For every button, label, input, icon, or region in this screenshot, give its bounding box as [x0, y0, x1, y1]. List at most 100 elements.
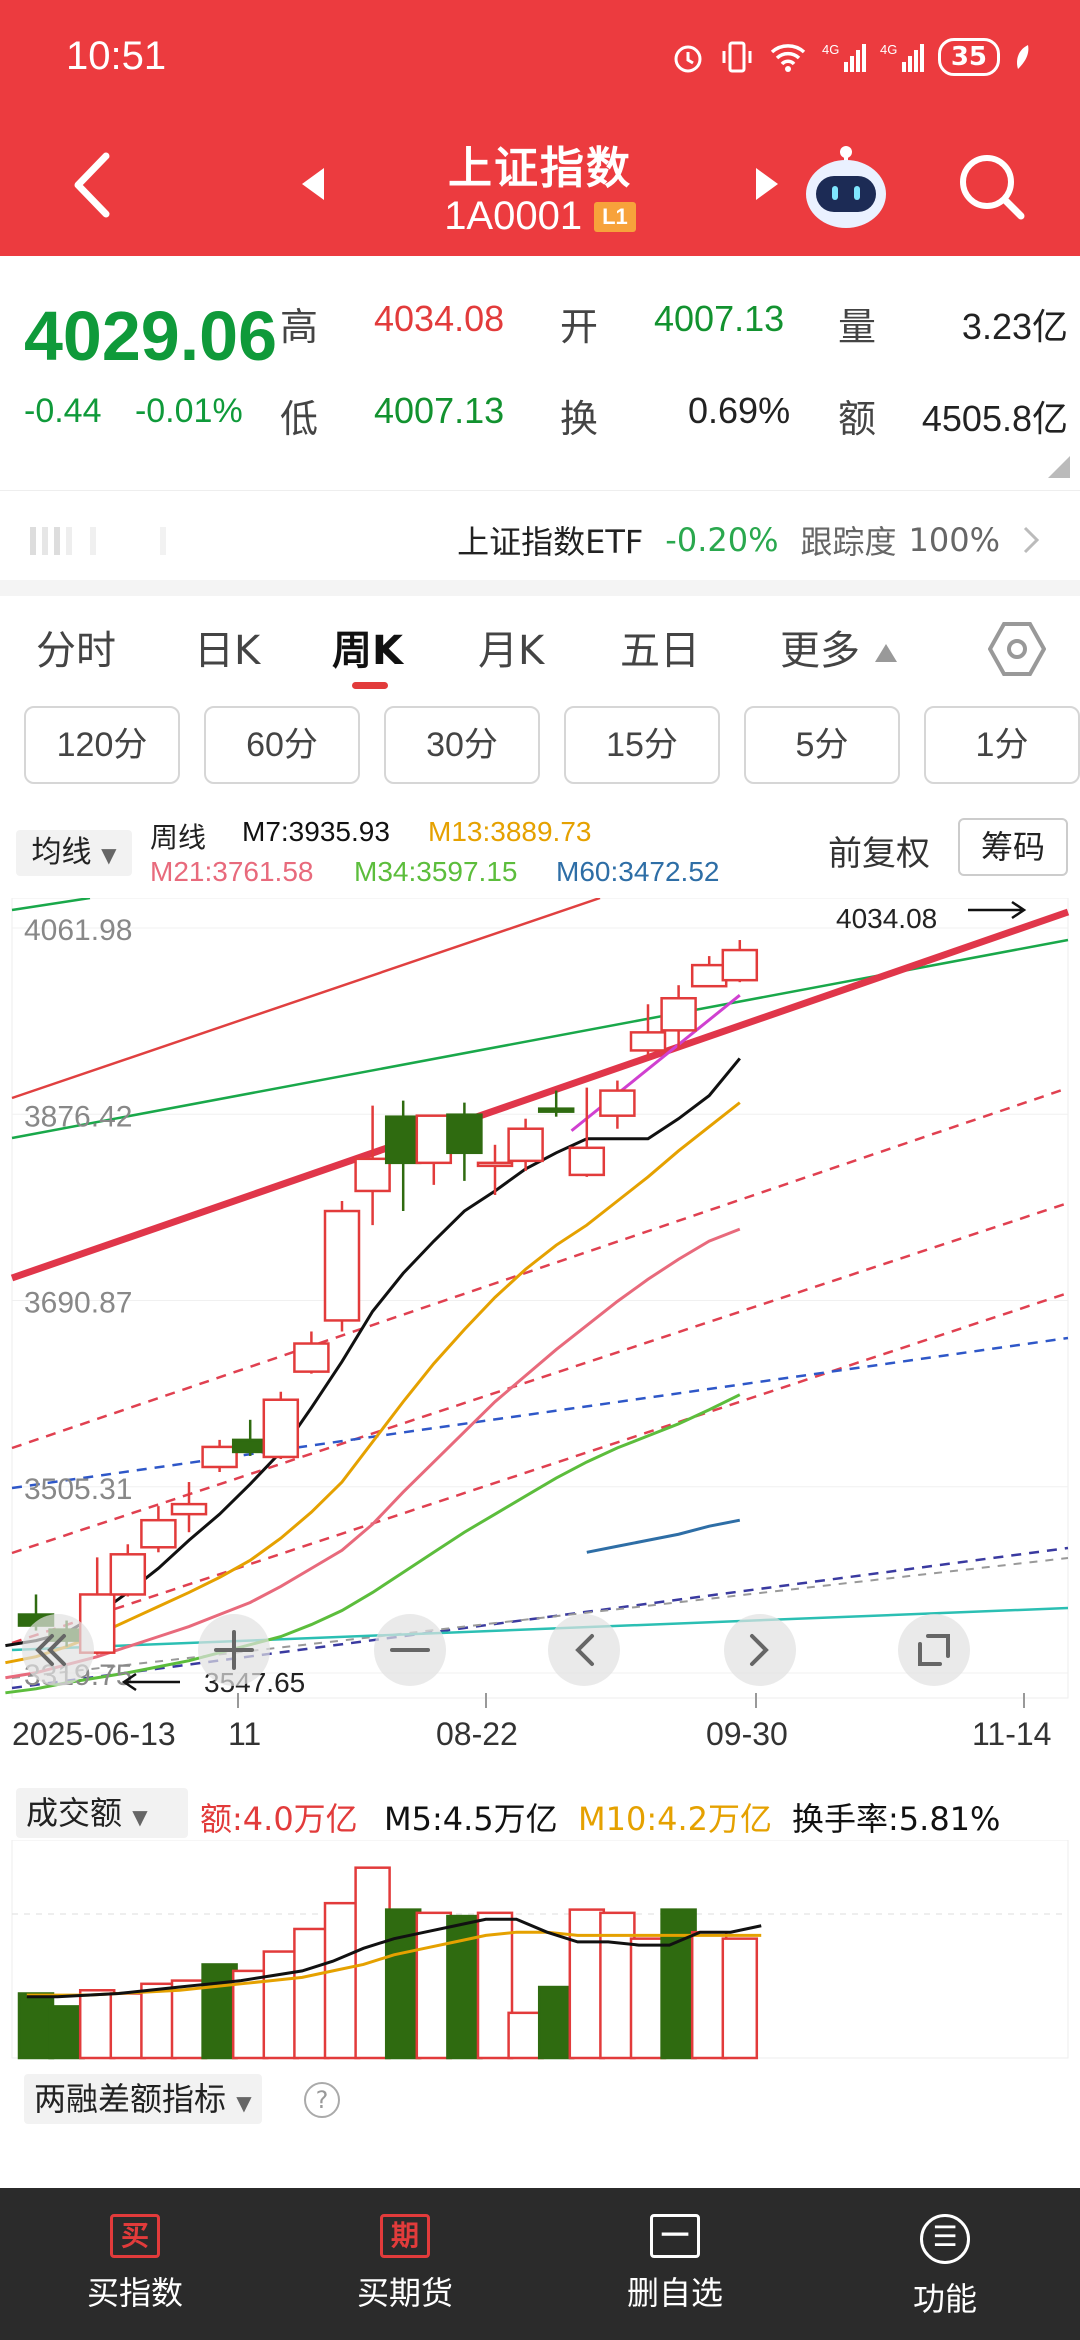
volume-dropdown[interactable]: 成交额 ▼	[16, 1788, 188, 1838]
adjust-mode[interactable]: 前复权	[828, 834, 930, 874]
volume-label: 量	[838, 305, 877, 349]
ma34-line	[5, 1393, 741, 1695]
fullscreen-icon-bg	[898, 1614, 970, 1686]
functions-button[interactable]: ☰ 功能	[810, 2188, 1080, 2340]
volume-bar-down	[17, 1992, 55, 2060]
turnover-label: 换	[560, 397, 599, 441]
trend-line-green-top	[11, 898, 91, 912]
svg-text:4G: 4G	[880, 42, 897, 57]
signal-4g-icon: 4G	[822, 42, 866, 72]
margin-label: 两融差额指标	[34, 2080, 227, 2118]
chips-button[interactable]: 筹码	[958, 818, 1068, 876]
candle-up	[690, 963, 728, 988]
tab-intraday[interactable]: 分时	[36, 628, 116, 674]
scroll-right-icon[interactable]	[724, 1614, 796, 1686]
caret-down-icon: ▼	[132, 1805, 148, 1829]
y-axis-label: 4061.98	[24, 914, 132, 947]
prev-stock-icon[interactable]	[300, 166, 328, 202]
tracking-label: 跟踪度	[800, 523, 897, 561]
volume-bar-down	[660, 1908, 697, 2060]
volume-value: 3.23亿	[961, 306, 1068, 347]
ma13-line	[5, 1101, 741, 1665]
page-title: 上证指数	[448, 143, 632, 194]
scroll-right-icon-glyph	[750, 1634, 769, 1666]
buy-futures-button[interactable]: 期 买期货	[270, 2188, 540, 2340]
amount-value: 4505.8亿	[921, 398, 1068, 439]
date-label: 11	[228, 1716, 262, 1752]
y-axis-label: 3690.87	[24, 1287, 132, 1320]
level-badge: L1	[594, 201, 636, 232]
volume-bar-up	[109, 1992, 147, 2060]
open-value: 4007.13	[654, 298, 785, 339]
zoom-out-icon[interactable]	[374, 1614, 446, 1686]
period-5min-button[interactable]: 5分	[744, 706, 900, 784]
tab-daily-k[interactable]: 日K	[194, 628, 261, 674]
period-30min-button[interactable]: 30分	[384, 706, 540, 784]
rewind-icon[interactable]	[22, 1614, 94, 1686]
status-time: 10:51	[66, 34, 167, 78]
period-60min-button[interactable]: 60分	[204, 706, 360, 784]
robot-assistant-icon[interactable]	[804, 142, 888, 232]
triangle-up-icon	[874, 644, 897, 662]
tab-five-day[interactable]: 五日	[620, 628, 700, 674]
volume-ma-lines	[26, 1917, 762, 1999]
period-120min-button[interactable]: 120分	[24, 706, 180, 784]
candle-up	[293, 1342, 330, 1373]
rewind-icon-glyph	[35, 1634, 66, 1666]
ma-legend: 均线 ▼ 周线 M7:3935.93 M13:3889.73 M21:3761.…	[0, 808, 1080, 898]
ma60-value: M60:3472.52	[556, 856, 720, 887]
ma-period-label: 周线	[150, 822, 207, 853]
y-axis-label: 3876.42	[24, 1100, 132, 1133]
help-icon[interactable]: ?	[304, 2082, 340, 2118]
candle-up	[568, 1146, 606, 1177]
candle-down	[384, 1115, 422, 1165]
tab-monthly-k[interactable]: 月K	[478, 628, 545, 674]
stock-code-row: 1A0001 L1	[0, 194, 1080, 239]
settings-hexagon-icon[interactable]	[988, 620, 1046, 678]
fullscreen-icon[interactable]	[898, 1614, 970, 1686]
remove-watchlist-button[interactable]: 一 删自选	[540, 2188, 810, 2340]
margin-dropdown[interactable]: 两融差额指标 ▼	[24, 2074, 262, 2124]
ma-dropdown[interactable]: 均线 ▼	[16, 830, 132, 876]
volume-bar-down	[48, 2005, 85, 2060]
tab-weekly-k[interactable]: 周K	[332, 628, 403, 674]
back-icon[interactable]	[70, 150, 116, 220]
trend-dash-1	[11, 1086, 1069, 1450]
tab-more[interactable]: 更多	[780, 618, 899, 676]
max-arrow-icon	[968, 900, 1027, 920]
min-arrow-icon	[121, 1672, 180, 1692]
trend-dash-3	[11, 1291, 1069, 1645]
candle-up	[721, 948, 759, 982]
scroll-left-icon[interactable]	[548, 1614, 620, 1686]
date-label: 09-30	[706, 1716, 788, 1752]
volume-bar-up	[568, 1908, 606, 2060]
change-value: -0.44	[24, 392, 102, 430]
zoom-in-icon[interactable]	[198, 1614, 270, 1686]
next-stock-icon[interactable]	[752, 166, 780, 202]
etf-change: -0.20%	[665, 521, 779, 559]
functions-label: 功能	[912, 2280, 977, 2318]
expand-corner-icon[interactable]	[1048, 456, 1070, 478]
trend-dash-navy	[11, 1546, 1069, 1690]
margin-indicator-row: 两融差额指标 ▼ ?	[0, 2060, 1080, 2140]
ma60-line	[586, 1518, 741, 1554]
low-value: 4007.13	[374, 390, 505, 431]
period-1min-button[interactable]: 1分	[924, 706, 1080, 784]
volume-bar-up	[78, 1989, 116, 2060]
candle-up	[140, 1518, 177, 1549]
candle-up	[323, 1209, 361, 1322]
etf-row[interactable]: 上证指数ETF -0.20% 跟踪度 100%	[0, 490, 1080, 590]
bars-placeholder-icon	[30, 527, 166, 555]
volume-chart[interactable]	[0, 1840, 1080, 2060]
candle-up	[629, 1031, 667, 1052]
ma-dropdown-label: 均线	[31, 835, 92, 870]
buy-index-button[interactable]: 买 买指数	[0, 2188, 270, 2340]
ma21-value: M21:3761.58	[150, 856, 314, 887]
volume-bar-down	[384, 1908, 422, 2060]
candle-up	[262, 1398, 300, 1459]
low-label: 低	[280, 397, 319, 441]
search-icon[interactable]	[955, 150, 1027, 222]
period-15min-button[interactable]: 15分	[564, 706, 720, 784]
status-bar: 10:51 4G 4G 35	[0, 0, 1080, 120]
